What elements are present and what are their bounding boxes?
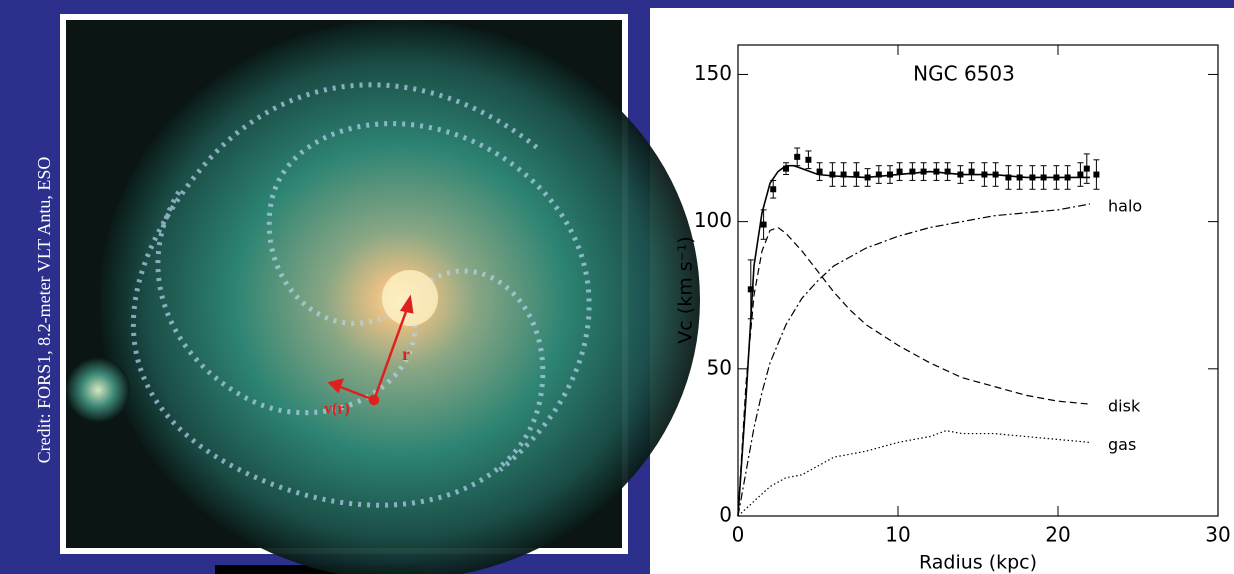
point — [370, 396, 378, 404]
x-axis-label: Radius (kpc) — [919, 552, 1037, 574]
radius-label: r — [402, 344, 410, 364]
y-tick-label: 0 — [719, 503, 732, 527]
page: {"image": {"credit": "Credit: FORS1, 8.2… — [0, 0, 1234, 574]
data-point — [761, 222, 767, 228]
curve-label: disk — [1108, 397, 1141, 416]
data-point — [969, 169, 975, 175]
chart-title: NGC 6503 — [913, 62, 1015, 86]
data-point — [770, 186, 776, 192]
curve-label: gas — [1108, 435, 1136, 454]
data-point — [1084, 166, 1090, 172]
y-tick-label: 50 — [707, 355, 732, 379]
velocity-label: v(r) — [324, 401, 350, 418]
credit: Credit: FORS1, 8.2-meter VLT Antu, ESO — [34, 157, 54, 464]
x-tick-label: 10 — [885, 523, 910, 547]
y-axis-label: Vc (km s⁻¹) — [675, 236, 697, 343]
data-point — [794, 154, 800, 160]
data-point — [805, 157, 811, 163]
slide: r v(r) Credit: FORS1, 8.2-meter VLT Antu… — [0, 0, 1234, 574]
x-tick-label: 20 — [1045, 523, 1070, 547]
x-tick-label: 30 — [1205, 523, 1230, 547]
x-tick-label: 0 — [732, 523, 745, 547]
data-point — [1093, 172, 1099, 178]
y-tick-label: 150 — [694, 61, 732, 85]
y-tick-label: 100 — [694, 208, 732, 232]
top-strip — [650, 0, 1234, 8]
companion-galaxy — [66, 358, 130, 422]
curve-label: halo — [1108, 196, 1142, 215]
data-point — [1077, 172, 1083, 178]
